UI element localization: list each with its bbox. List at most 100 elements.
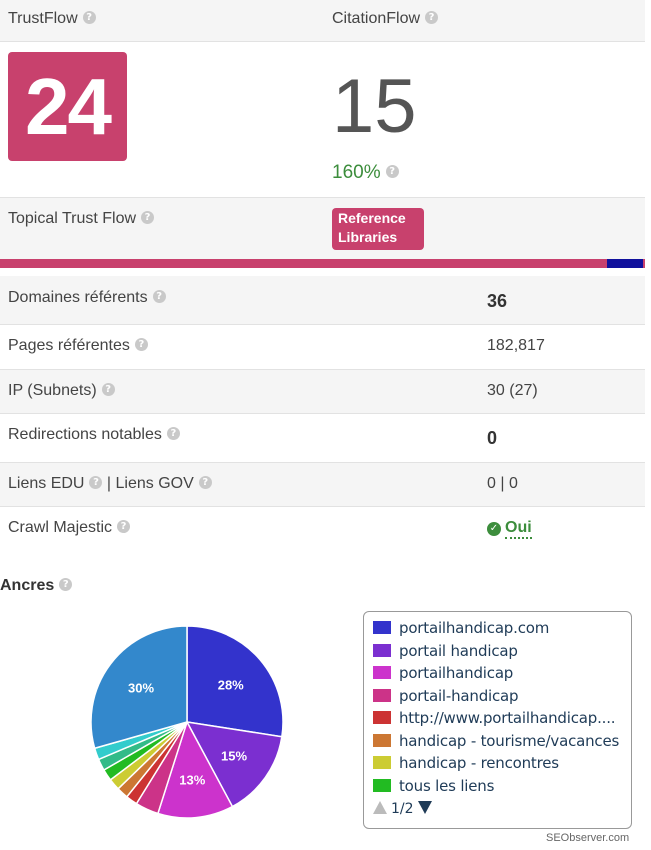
trust-flow-header: TrustFlow?: [8, 10, 96, 28]
topical-bar-segment: [607, 259, 643, 268]
legend-item[interactable]: portail-handicap: [373, 686, 519, 707]
topical-trust-flow-row: Topical Trust Flow? Reference Libraries: [0, 198, 645, 259]
legend-swatch: [373, 643, 391, 657]
legend-item[interactable]: portail handicap: [373, 642, 518, 662]
legend-swatch: [373, 621, 391, 634]
anchors-pie-chart: 28% 15% 13% 30%: [80, 615, 294, 829]
legend-swatch: [373, 688, 391, 702]
citation-flow-label: CitationFlow: [332, 10, 421, 27]
help-icon[interactable]: ?: [166, 427, 180, 441]
metric-label-text: Pages référentes: [8, 337, 130, 354]
topic-badge-line2: Libraries: [338, 229, 398, 245]
legend-item[interactable]: portailhandicap.com: [373, 619, 549, 639]
table-row: Redirections notables? 0: [0, 414, 645, 463]
score-row: 24 15 160%?: [0, 42, 645, 198]
help-icon[interactable]: ?: [385, 165, 399, 179]
pie-slice[interactable]: [186, 625, 284, 738]
anchors-title-text: Ancres: [0, 577, 55, 594]
edu-label: Liens EDU: [8, 475, 85, 492]
legend-label: portailhandicap: [399, 664, 514, 682]
pie-slice-label: 28%: [218, 678, 244, 693]
legend-item[interactable]: handicap - rencontres: [373, 754, 559, 774]
help-icon[interactable]: ?: [425, 11, 439, 25]
legend-label: handicap - tourisme/vacances: [399, 731, 620, 750]
metric-value: 0: [487, 428, 498, 448]
legend-swatch: [373, 711, 391, 724]
metric-label: Domaines référents?: [8, 289, 166, 307]
legend-item[interactable]: portailhandicap: [373, 664, 513, 684]
metric-value: 182,817: [487, 337, 545, 354]
citation-flow-header: CitationFlow?: [332, 10, 439, 28]
legend-label: http://www.portailhandicap....: [399, 709, 616, 727]
pie-slice[interactable]: [185, 721, 283, 808]
help-icon[interactable]: ?: [59, 578, 73, 592]
pie-slice-label: 30%: [128, 680, 154, 695]
topic-badge[interactable]: Reference Libraries: [332, 208, 424, 250]
chart-credit: SEObserver.com: [546, 832, 630, 844]
table-row: IP (Subnets)? 30 (27): [0, 370, 645, 414]
pie-slice-label: 15%: [221, 748, 247, 763]
table-row: Pages référentes? 182,817: [0, 325, 645, 370]
topical-trust-flow-label: Topical Trust Flow: [8, 210, 137, 227]
chart-legend: portailhandicap.com portail handicap porta…: [363, 611, 632, 829]
metric-label: Liens EDU? | Liens GOV?: [8, 475, 212, 493]
legend-swatch: [373, 733, 391, 747]
legend-item[interactable]: tous les liens: [373, 777, 494, 797]
gov-label: Liens GOV: [115, 475, 194, 492]
anchors-title: Ancres?: [0, 577, 73, 595]
metric-label-text: Domaines référents: [8, 289, 148, 306]
page-up-icon[interactable]: [373, 801, 387, 814]
help-icon[interactable]: ?: [134, 338, 148, 352]
metric-label: Redirections notables?: [8, 426, 180, 444]
metric-value: 30 (27): [487, 382, 538, 399]
help-icon[interactable]: ?: [117, 520, 131, 534]
crawl-status-value[interactable]: Oui: [505, 519, 532, 539]
metrics-table: Domaines référents? 36 Pages référentes?…: [0, 276, 645, 554]
help-icon[interactable]: ?: [101, 383, 115, 397]
flow-ratio: 160%?: [332, 162, 399, 184]
metric-label-text: Crawl Majestic: [8, 519, 113, 536]
metric-label: IP (Subnets)?: [8, 382, 115, 400]
table-row: Domaines référents? 36: [0, 276, 645, 325]
help-icon[interactable]: ?: [198, 476, 212, 490]
topical-trust-flow-header: Topical Trust Flow?: [8, 210, 155, 228]
topic-badge-line1: Reference: [338, 210, 406, 226]
table-row: Crawl Majestic? ✓ Oui: [0, 507, 645, 554]
metric-label: Crawl Majestic?: [8, 519, 131, 537]
table-row: Liens EDU? | Liens GOV? 0 | 0: [0, 463, 645, 507]
help-icon[interactable]: ?: [89, 476, 103, 490]
metric-value: 0 | 0: [487, 475, 518, 492]
pie-slice[interactable]: [156, 720, 234, 819]
help-icon[interactable]: ?: [141, 211, 155, 225]
legend-item[interactable]: handicap - tourisme/vacances: [373, 732, 619, 752]
legend-label: tous les liens: [399, 776, 495, 795]
citation-flow-score: 15: [332, 64, 417, 149]
legend-page: 1/2: [391, 801, 414, 817]
flow-header: TrustFlow? CitationFlow?: [0, 0, 645, 42]
legend-swatch: [373, 756, 391, 769]
legend-pagination: 1/2: [373, 801, 432, 817]
metric-value: 36: [487, 291, 508, 311]
metric-label-text: IP (Subnets): [8, 382, 97, 399]
legend-label: handicap - rencontres: [399, 754, 559, 772]
metric-label: Pages référentes?: [8, 337, 148, 355]
page-down-icon[interactable]: [417, 801, 432, 814]
metric-label-text: Redirections notables: [8, 426, 162, 443]
help-icon[interactable]: ?: [82, 11, 96, 25]
legend-swatch: [373, 666, 391, 679]
help-icon[interactable]: ?: [152, 290, 166, 304]
legend-label: portail handicap: [399, 641, 518, 660]
legend-label: portail-handicap: [399, 686, 519, 705]
legend-item[interactable]: http://www.portailhandicap....: [373, 709, 616, 729]
trust-flow-label: TrustFlow: [8, 10, 78, 27]
trust-flow-score: 24: [8, 52, 127, 161]
pie-slice-label: 13%: [179, 772, 205, 787]
topical-trust-flow-bar: [0, 259, 645, 268]
legend-label: portailhandicap.com: [399, 619, 550, 637]
legend-swatch: [373, 778, 391, 792]
crawl-status: ✓ Oui: [487, 519, 532, 539]
flow-ratio-value: 160%: [332, 162, 381, 183]
check-icon: ✓: [487, 522, 501, 536]
pie-slice[interactable]: [90, 625, 188, 750]
pie-svg: 28% 15% 13% 30%: [90, 625, 284, 819]
